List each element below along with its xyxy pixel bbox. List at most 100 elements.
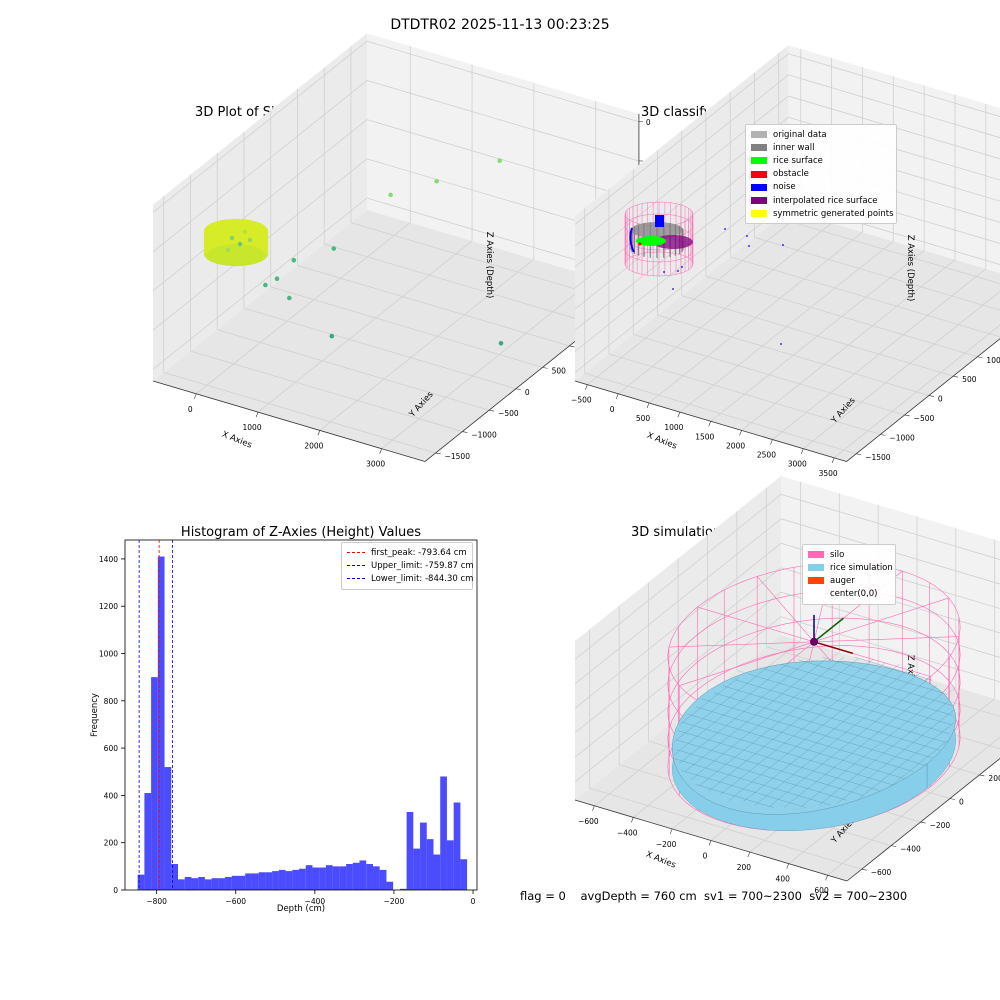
raw-x-tick	[317, 430, 321, 436]
center-x-arrow	[813, 641, 854, 655]
rice-mesh-line	[764, 669, 952, 725]
histogram-bar	[144, 793, 152, 890]
rice-mesh-line	[822, 657, 947, 695]
raw-x-tick-label: 2000	[304, 441, 323, 450]
raw-y-tick	[489, 409, 495, 412]
histogram-x-tick-label: −600	[225, 897, 246, 906]
classify-x-tick-label: 3000	[788, 460, 807, 469]
simulation-x-tick	[669, 828, 673, 835]
histogram-bar	[359, 860, 367, 890]
raw-point-outlier	[287, 295, 292, 301]
classify-grid-y	[778, 217, 1000, 285]
histogram-bar	[225, 876, 232, 890]
histogram-y-tick-label: 1200	[99, 602, 118, 611]
simulation-x-tick-label: 600	[814, 886, 829, 895]
histogram-bar	[258, 872, 266, 890]
histogram-bar	[325, 865, 333, 890]
raw-point-outlier	[263, 282, 268, 288]
histogram-bar	[366, 863, 373, 890]
raw-grid-y	[190, 350, 463, 432]
histogram-bar	[413, 848, 421, 890]
histogram-frame	[124, 539, 478, 891]
simulation-y-tick	[979, 774, 985, 777]
simulation-chart: 3D simulation of Silo Interior−600−400−2…	[574, 476, 1000, 895]
simulation-grid-z	[780, 591, 1000, 658]
raw-left-pane	[153, 33, 367, 382]
histogram-x-axis-label: Depth (cm)	[277, 904, 325, 914]
histogram-bar	[299, 868, 306, 890]
classify-x-tick	[585, 384, 588, 390]
raw-point-outlier	[331, 246, 337, 251]
histogram-x-tick-label: 0	[471, 897, 476, 906]
classify-y-tick-label: −500	[914, 414, 935, 423]
classify-grid-y	[681, 295, 954, 377]
legend-item-rice-surface: rice surface	[751, 154, 891, 167]
histogram-bar	[372, 866, 380, 890]
histogram-bar	[184, 876, 192, 890]
classify-y-tick-label: −1500	[865, 453, 891, 462]
legend-swatch	[751, 144, 767, 152]
classify-x-tick-label: 2000	[726, 441, 745, 450]
center-y-arrow	[813, 617, 844, 643]
classify-y-tick-label: 0	[938, 395, 943, 404]
classify-noise-point	[782, 244, 784, 246]
raw-point-outlier	[388, 192, 393, 198]
raw-point-inner	[242, 229, 248, 235]
histogram-bar	[312, 867, 320, 890]
raw-grid-y	[270, 286, 543, 368]
raw-y-tick	[569, 345, 575, 348]
classify-y-axis-line	[846, 338, 1000, 462]
histogram-bar	[346, 863, 353, 890]
legend-item-original-data: original data	[751, 128, 891, 141]
histogram-bar	[157, 556, 165, 890]
raw-y-tick-label: −1000	[471, 431, 497, 440]
classify-grid-y	[584, 372, 857, 455]
raw-x-tick-label: 3000	[366, 460, 385, 469]
classify-noise-point	[746, 235, 748, 237]
histogram-bar	[231, 875, 239, 890]
simulation-x-tick	[708, 840, 712, 846]
legend-swatch	[808, 564, 824, 572]
legend-line-swatch	[347, 565, 365, 567]
raw-grid-y	[297, 265, 570, 347]
classify-y-tick-label: 500	[962, 375, 977, 384]
histogram-bar	[420, 822, 427, 890]
simulation-y-tick-label: −600	[871, 868, 892, 877]
histogram-bar	[426, 839, 434, 890]
classify-silo-ring	[624, 251, 694, 277]
legend-item-first-peak: first_peak: -793.64 cm	[347, 546, 467, 559]
raw-x-axis-label: X Axies	[220, 430, 253, 451]
histogram-chart: Histogram of Z-Axies (Height) Values −800…	[90, 525, 478, 914]
simulation-y-tick	[861, 868, 867, 871]
rice-mesh-line	[836, 709, 955, 804]
raw-x-axis-line	[152, 380, 426, 462]
histogram-bar	[319, 867, 326, 890]
raw-x-tick-label: 0	[188, 405, 193, 414]
raw-y-tick-label: −500	[498, 409, 519, 418]
histogram-bar	[292, 869, 300, 890]
histogram-bar	[178, 879, 185, 890]
raw-grid-z	[152, 80, 368, 252]
raw-grid-z	[366, 40, 640, 123]
classify-y-tick	[880, 434, 886, 436]
histogram-y-tick-label: 800	[104, 697, 119, 706]
legend-item-auger: auger	[808, 574, 890, 587]
simulation-x-tick-label: 200	[737, 863, 752, 872]
legend-swatch	[808, 590, 824, 598]
legend-swatch	[751, 210, 767, 218]
raw-point-outlier	[497, 158, 503, 163]
simulation-grid-z	[574, 518, 782, 685]
simulation-x-tick	[825, 875, 828, 881]
status-footer: flag = 0 avgDepth = 760 cm sv1 = 700~230…	[520, 889, 908, 903]
raw-grid-y	[217, 329, 490, 411]
histogram-bar	[433, 854, 441, 890]
classify-noise-point	[663, 271, 665, 273]
raw-point-outlier	[498, 341, 504, 346]
histogram-bar	[285, 871, 293, 890]
classify-grid-y	[657, 314, 930, 396]
histogram-bar	[164, 767, 172, 890]
histogram-y-tick-label: 0	[113, 886, 118, 895]
classify-y-tick	[856, 453, 862, 456]
legend-swatch	[751, 131, 767, 139]
rice-mesh-line	[781, 664, 953, 716]
